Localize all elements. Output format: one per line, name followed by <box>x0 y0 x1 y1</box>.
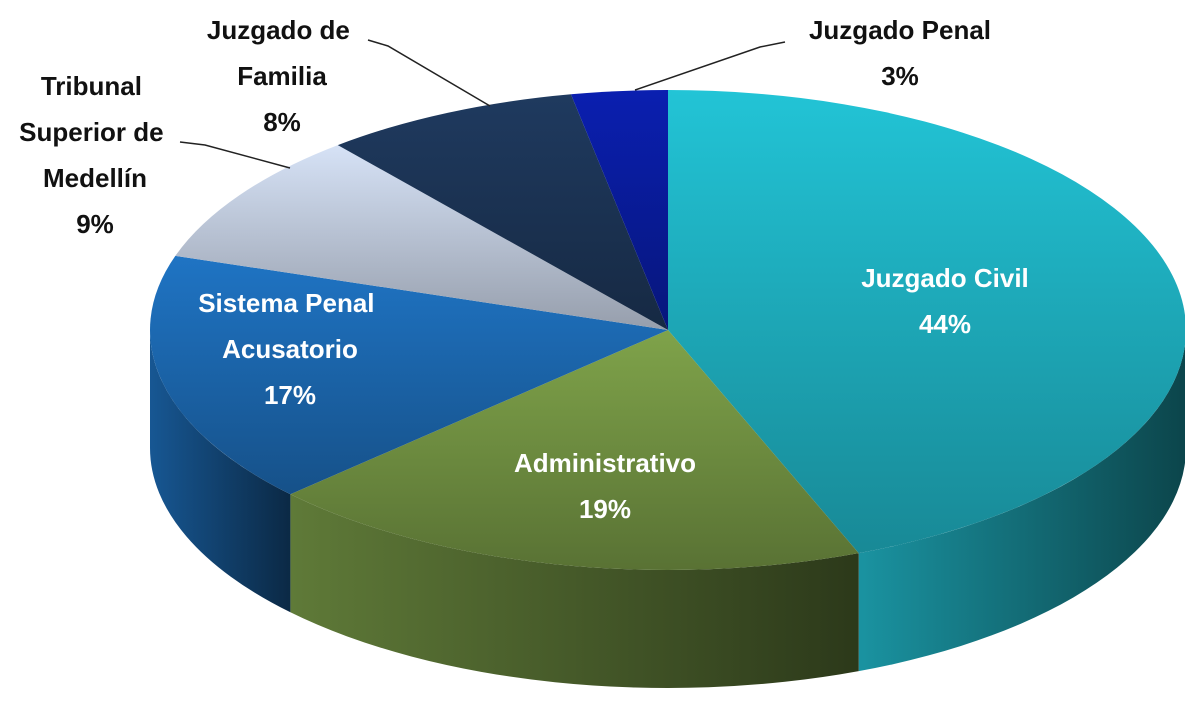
label-line: Medellín <box>43 163 147 193</box>
label-line: Juzgado Civil <box>861 263 1029 293</box>
slice <box>290 330 859 570</box>
label-line: Administrativo <box>514 448 696 478</box>
label-line: Tribunal <box>41 71 149 101</box>
category-label: Juzgado de Familia <box>207 15 357 91</box>
slice <box>570 90 668 330</box>
slice-side <box>290 494 859 688</box>
category-label: Juzgado Civil <box>861 263 1029 293</box>
category-label: Sistema Penal Acusatorio <box>198 288 382 364</box>
value-label: 17% <box>264 380 316 410</box>
labels: Juzgado Civil 44% Administrativo 19% Sistema… <box>19 15 1029 524</box>
leader-line <box>367 39 491 107</box>
slice <box>668 90 1185 554</box>
category-label: Administrativo <box>514 448 696 478</box>
value-label: 3% <box>881 61 919 91</box>
value-label: 9% <box>76 209 114 239</box>
slice <box>337 94 668 330</box>
label-line: Superior de <box>19 117 171 147</box>
label-line: Sistema Penal <box>198 288 382 318</box>
leader-line <box>179 141 291 169</box>
label-line: Juzgado de <box>207 15 357 45</box>
label-line: Juzgado Penal <box>809 15 991 45</box>
label-line: Familia <box>237 61 327 91</box>
category-label: Tribunal Superior de Medellín <box>19 71 171 193</box>
value-label: 44% <box>919 309 971 339</box>
slice-side <box>150 330 291 613</box>
value-label: 8% <box>263 107 301 137</box>
leader-line <box>634 41 786 91</box>
slice-side <box>858 344 1185 672</box>
slice <box>149 255 668 495</box>
pie <box>149 90 1185 688</box>
value-label: 19% <box>579 494 631 524</box>
slice <box>175 145 668 330</box>
category-label: Juzgado Penal <box>809 15 991 45</box>
label-line: Acusatorio <box>222 334 358 364</box>
